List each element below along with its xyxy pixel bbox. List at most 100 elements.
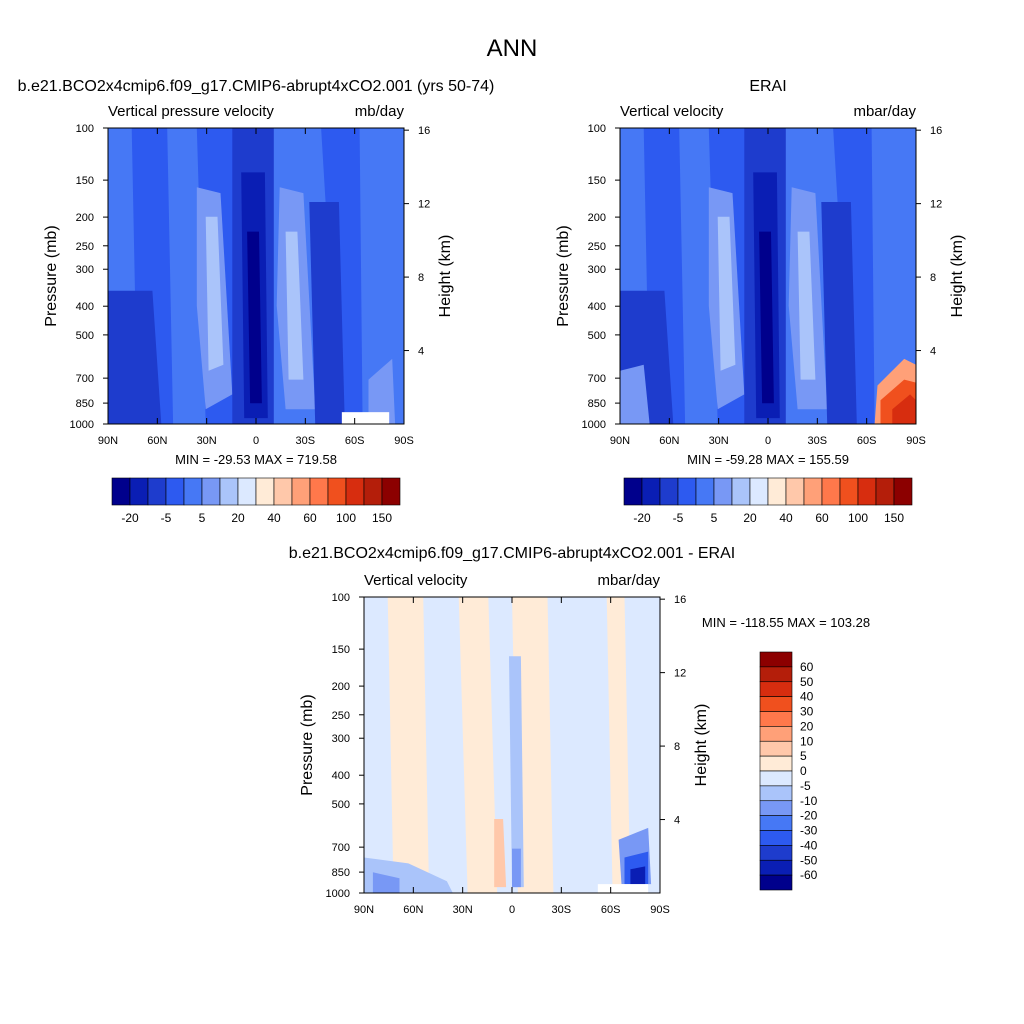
colorbar-label: 5: [800, 749, 807, 763]
y-tick-label: 200: [76, 212, 94, 224]
field-region: [359, 128, 404, 424]
y-tick-label: 300: [588, 264, 606, 276]
colorbar-box: [659, 477, 679, 506]
height-tick-label: 4: [418, 346, 424, 358]
y-tick-label: 100: [588, 123, 606, 135]
panel-model: b.e21.BCO2x4cmip6.f09_g17.CMIP6-abrupt4x…: [18, 78, 495, 525]
x-tick-label: 0: [509, 904, 515, 916]
colorbar-box: [759, 845, 793, 861]
colorbar-box: [623, 477, 643, 506]
field-layer: [108, 128, 404, 424]
y-tick-label: 400: [588, 301, 606, 313]
x-tick-label: 90S: [650, 904, 670, 916]
field-region: [372, 872, 400, 893]
x-tick-label: 30S: [552, 904, 572, 916]
colorbar-box: [147, 477, 167, 506]
field-region: [871, 128, 916, 424]
y-tick-label: 400: [76, 301, 94, 313]
x-tick-label: 30S: [808, 435, 828, 447]
y-tick-label: 700: [588, 373, 606, 385]
x-tick-label: 0: [253, 435, 259, 447]
colorbar-box: [839, 477, 859, 506]
colorbar-box: [785, 477, 805, 506]
colorbar-box: [183, 477, 203, 506]
colorbar-box: [713, 477, 733, 506]
left-string: Vertical velocity: [364, 572, 468, 589]
colorbar-box: [759, 681, 793, 697]
colorbar-label: 10: [800, 734, 814, 748]
y-tick-label: 250: [588, 241, 606, 253]
x-tick-label: 60S: [345, 435, 365, 447]
field-region: [285, 231, 304, 380]
y-axis-label: Pressure (mb): [555, 225, 572, 326]
y-tick-label: 150: [588, 175, 606, 187]
y-tick-label: 200: [332, 681, 350, 693]
colorbar-label: 60: [303, 511, 317, 525]
height-tick-label: 4: [930, 346, 936, 358]
left-string: Vertical pressure velocity: [108, 103, 274, 120]
field-region: [620, 364, 650, 424]
colorbar-box: [759, 726, 793, 742]
colorbar-label: 5: [199, 511, 206, 525]
colorbar-box: [309, 477, 329, 506]
colorbar-label: 100: [336, 511, 356, 525]
height-tick-label: 16: [674, 594, 686, 606]
field-region: [205, 216, 224, 371]
y-tick-label: 1000: [70, 419, 94, 431]
height-tick-label: 4: [674, 815, 680, 827]
field-region: [458, 597, 498, 893]
colorbar-box: [759, 651, 793, 668]
field-region: [108, 290, 162, 424]
y-tick-label: 150: [332, 644, 350, 656]
stats-label: MIN = -118.55 MAX = 103.28: [702, 615, 870, 630]
colorbar-box: [641, 477, 661, 506]
colorbar-box: [875, 477, 895, 506]
x-tick-label: 30S: [296, 435, 316, 447]
panel-title: ERAI: [749, 78, 786, 95]
colorbar-box: [345, 477, 365, 506]
y-tick-label: 500: [76, 330, 94, 342]
y-tick-label: 850: [332, 867, 350, 879]
colorbar-box: [759, 859, 793, 876]
y-tick-label: 150: [76, 175, 94, 187]
colorbar-box: [255, 477, 275, 506]
colorbar-box: [273, 477, 293, 506]
colorbar-box: [677, 477, 697, 506]
colorbar-label: 20: [231, 511, 245, 525]
x-tick-label: 60N: [147, 435, 167, 447]
panel-title: b.e21.BCO2x4cmip6.f09_g17.CMIP6-abrupt4x…: [289, 545, 735, 562]
height-tick-label: 16: [418, 125, 430, 137]
y-tick-label: 200: [588, 212, 606, 224]
colorbar-box: [165, 477, 185, 506]
y-tick-label: 850: [76, 398, 94, 410]
colorbar-box: [803, 477, 823, 506]
field-mask: [341, 412, 390, 424]
colorbar-label: 60: [800, 660, 814, 674]
colorbar-label: -30: [800, 824, 818, 838]
y-axis-label: Pressure (mb): [43, 225, 60, 326]
colorbar-label: 150: [884, 511, 904, 525]
y-tick-label: 300: [76, 264, 94, 276]
colorbar-box: [749, 477, 769, 506]
colorbar-label: -5: [673, 511, 684, 525]
height-tick-label: 8: [418, 272, 424, 284]
colorbar-box: [759, 874, 793, 891]
field-region: [167, 128, 206, 424]
right-string: mbar/day: [853, 103, 916, 120]
height-tick-label: 16: [930, 125, 942, 137]
colorbar-box: [111, 477, 131, 506]
height-tick-label: 12: [418, 199, 430, 211]
y-tick-label: 1000: [326, 888, 350, 900]
colorbar-label: -5: [800, 779, 811, 793]
y-axis-label: Pressure (mb): [299, 694, 316, 795]
field-layer: [364, 597, 660, 893]
colorbar-label: -20: [800, 809, 818, 823]
colorbar-box: [129, 477, 149, 506]
y-tick-label: 500: [588, 330, 606, 342]
field-region: [247, 231, 262, 404]
right-string: mb/day: [355, 103, 405, 120]
colorbar-box: [695, 477, 715, 506]
field-region: [759, 231, 774, 404]
colorbar-box: [219, 477, 239, 506]
colorbar-box: [759, 815, 793, 831]
